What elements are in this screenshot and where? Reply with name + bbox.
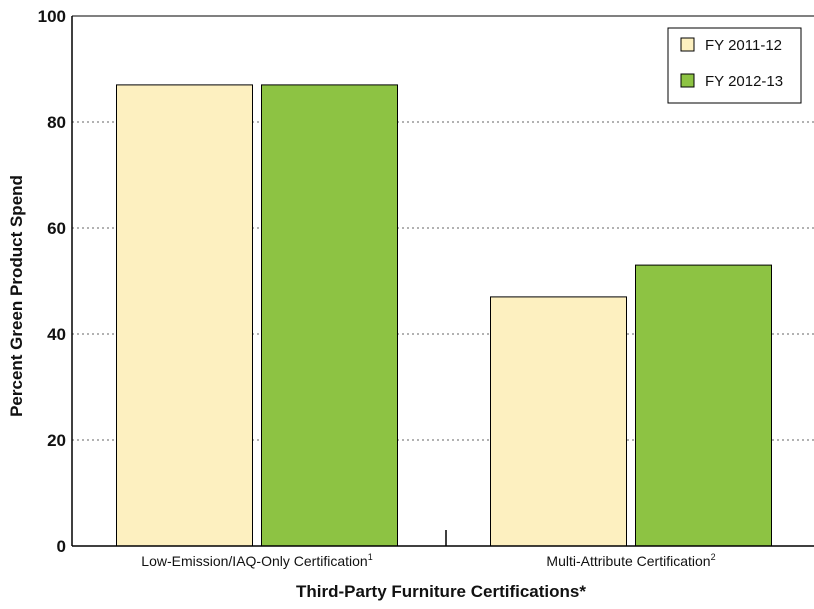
- y-tick-label-20: 20: [47, 431, 66, 450]
- legend-swatch-fy2012-13: [680, 73, 695, 88]
- x-axis-title: Third-Party Furniture Certifications*: [296, 582, 586, 601]
- y-tick-labels: 0 20 40 60 80 100: [38, 7, 66, 556]
- y-tick-label-100: 100: [38, 7, 66, 26]
- x-category-label-1: Low-Emission/IAQ-Only Certification1: [141, 552, 372, 569]
- legend-swatch-fy2011-12: [680, 37, 695, 52]
- bar-1-fy-2011-12: [116, 84, 253, 547]
- legend-label-fy2011-12: FY 2011-12: [705, 37, 782, 54]
- gridlines: [72, 121, 814, 441]
- bar-1-fy-2012-13: [261, 84, 398, 547]
- legend: FY 2011-12 FY 2012-13: [667, 27, 802, 104]
- x-category-label-2: Multi-Attribute Certification2: [546, 552, 715, 569]
- bars: [116, 84, 772, 547]
- axes: [71, 15, 814, 547]
- y-tick-label-0: 0: [57, 537, 66, 556]
- legend-label-fy2012-13: FY 2012-13: [705, 73, 783, 90]
- x-category-labels: Low-Emission/IAQ-Only Certification1 Mult…: [141, 552, 715, 569]
- y-tick-label-40: 40: [47, 325, 66, 344]
- y-tick-label-60: 60: [47, 219, 66, 238]
- y-axis-title: Percent Green Product Spend: [7, 175, 26, 417]
- y-tick-label-80: 80: [47, 113, 66, 132]
- bar-2-fy-2011-12: [490, 296, 627, 547]
- bar-2-fy-2012-13: [635, 264, 772, 547]
